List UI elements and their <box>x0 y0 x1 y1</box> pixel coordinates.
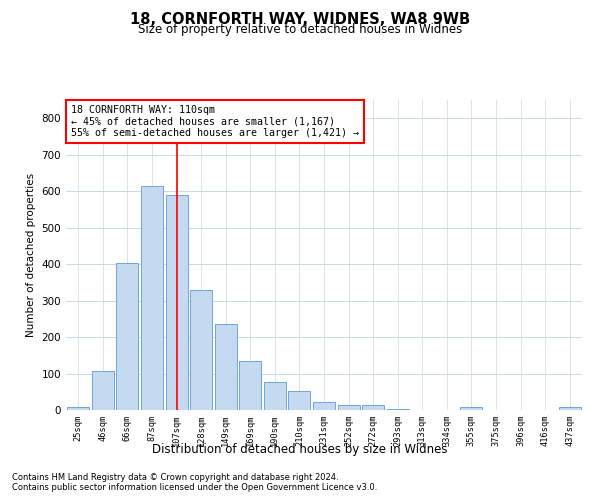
Bar <box>166 195 188 410</box>
Y-axis label: Number of detached properties: Number of detached properties <box>26 173 36 337</box>
Text: Distribution of detached houses by size in Widnes: Distribution of detached houses by size … <box>152 442 448 456</box>
Bar <box>559 407 581 410</box>
Bar <box>362 404 384 410</box>
Bar <box>92 371 114 410</box>
Text: 18, CORNFORTH WAY, WIDNES, WA8 9WB: 18, CORNFORTH WAY, WIDNES, WA8 9WB <box>130 12 470 28</box>
Bar <box>239 361 262 410</box>
Text: 18 CORNFORTH WAY: 110sqm
← 45% of detached houses are smaller (1,167)
55% of sem: 18 CORNFORTH WAY: 110sqm ← 45% of detach… <box>71 104 359 138</box>
Bar <box>215 324 237 410</box>
Bar <box>67 408 89 410</box>
Text: Contains public sector information licensed under the Open Government Licence v3: Contains public sector information licen… <box>12 484 377 492</box>
Bar <box>289 390 310 410</box>
Bar <box>338 406 359 410</box>
Bar <box>264 382 286 410</box>
Bar <box>116 263 139 410</box>
Bar <box>386 408 409 410</box>
Bar <box>313 402 335 410</box>
Bar <box>141 186 163 410</box>
Text: Size of property relative to detached houses in Widnes: Size of property relative to detached ho… <box>138 24 462 36</box>
Bar <box>460 407 482 410</box>
Bar <box>190 290 212 410</box>
Text: Contains HM Land Registry data © Crown copyright and database right 2024.: Contains HM Land Registry data © Crown c… <box>12 472 338 482</box>
